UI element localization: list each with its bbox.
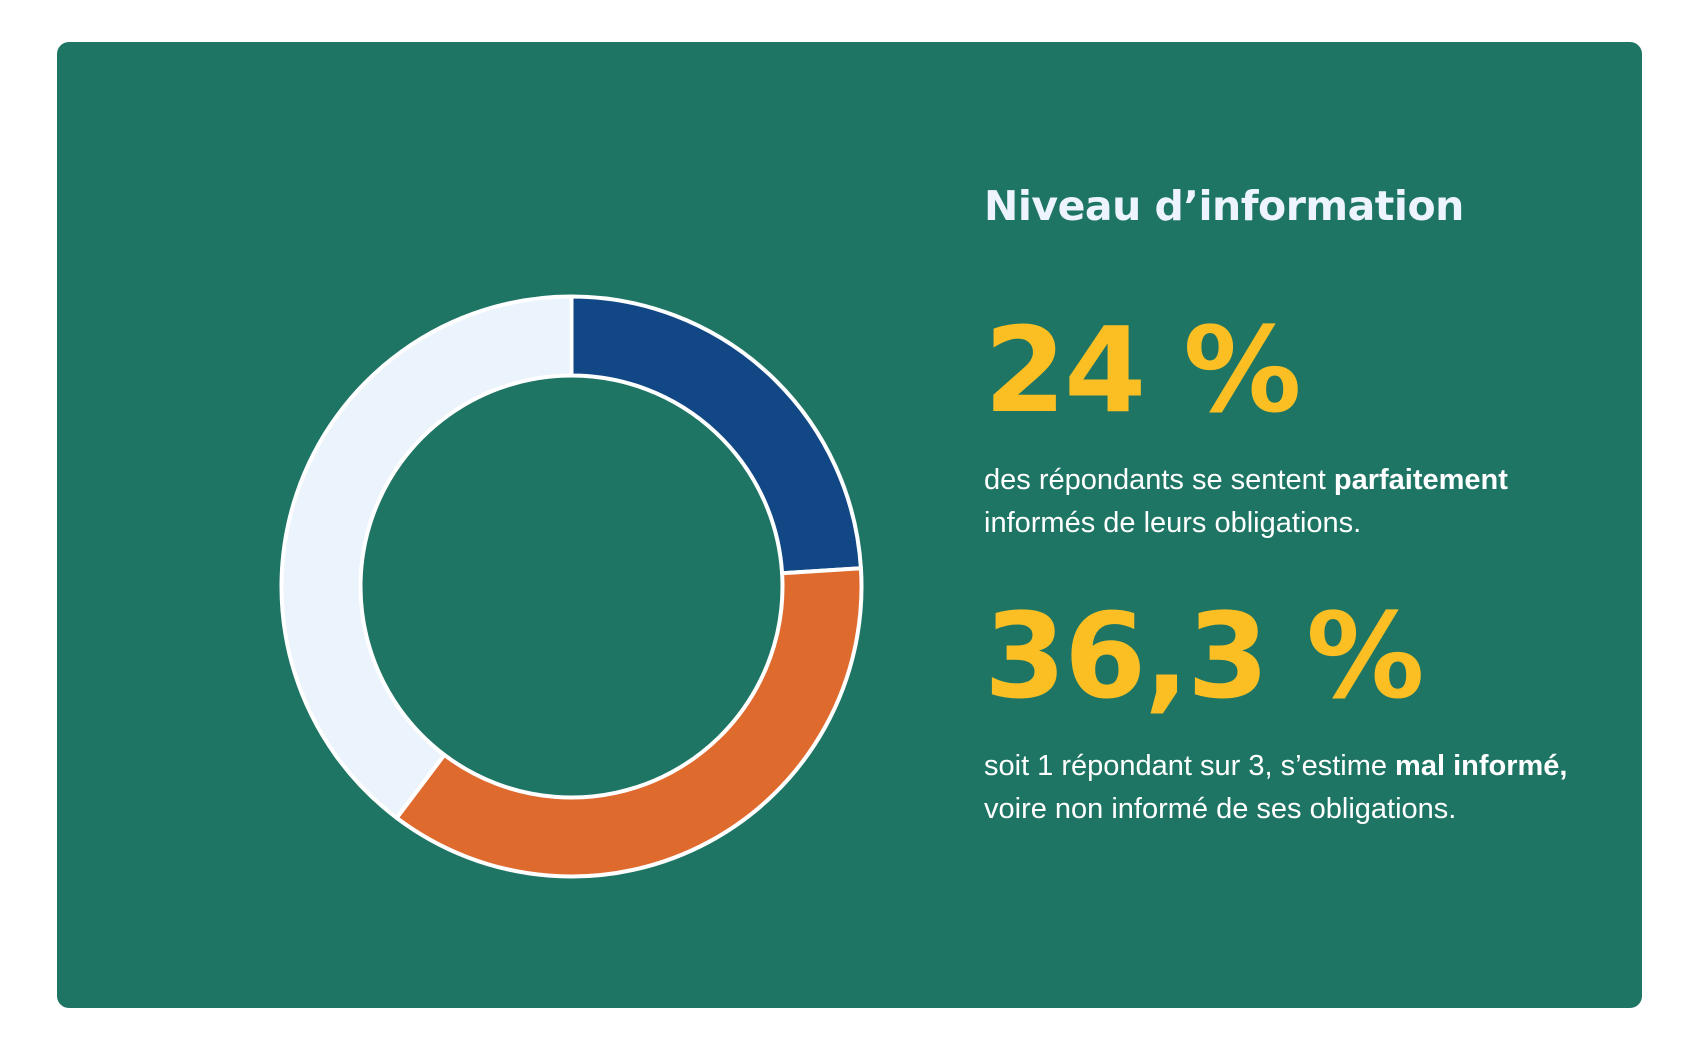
text-column: Niveau d’information 24 % des répondants… bbox=[984, 182, 1624, 831]
stat-description-text: soit 1 répondant sur 3, s’estime bbox=[984, 750, 1396, 783]
stat-description-text: voire non informé de ses obligations. bbox=[984, 793, 1457, 826]
chart-title: Niveau d’information bbox=[984, 182, 1464, 230]
stat-description-emphasis: mal informé, bbox=[1395, 750, 1568, 783]
donut-slice-2 bbox=[394, 566, 864, 879]
donut-chart-svg bbox=[279, 294, 864, 879]
stat-description-informed: des répondants se sentent parfaitement i… bbox=[984, 459, 1574, 545]
stat-description-poorly-informed: soit 1 répondant sur 3, s’estime mal inf… bbox=[984, 745, 1574, 831]
donut-slice-3 bbox=[279, 294, 574, 820]
info-card: Niveau d’information 24 % des répondants… bbox=[57, 42, 1642, 1008]
stat-value-informed: 24 % bbox=[984, 301, 1302, 440]
stat-description-text: des répondants se sentent bbox=[984, 464, 1334, 497]
donut-slice-1 bbox=[569, 294, 863, 576]
stat-description-emphasis: parfaitement bbox=[1333, 464, 1508, 497]
donut-chart bbox=[279, 294, 864, 879]
stat-description-text: informés de leurs obligations. bbox=[984, 507, 1362, 540]
stat-value-poorly-informed: 36,3 % bbox=[984, 587, 1424, 726]
